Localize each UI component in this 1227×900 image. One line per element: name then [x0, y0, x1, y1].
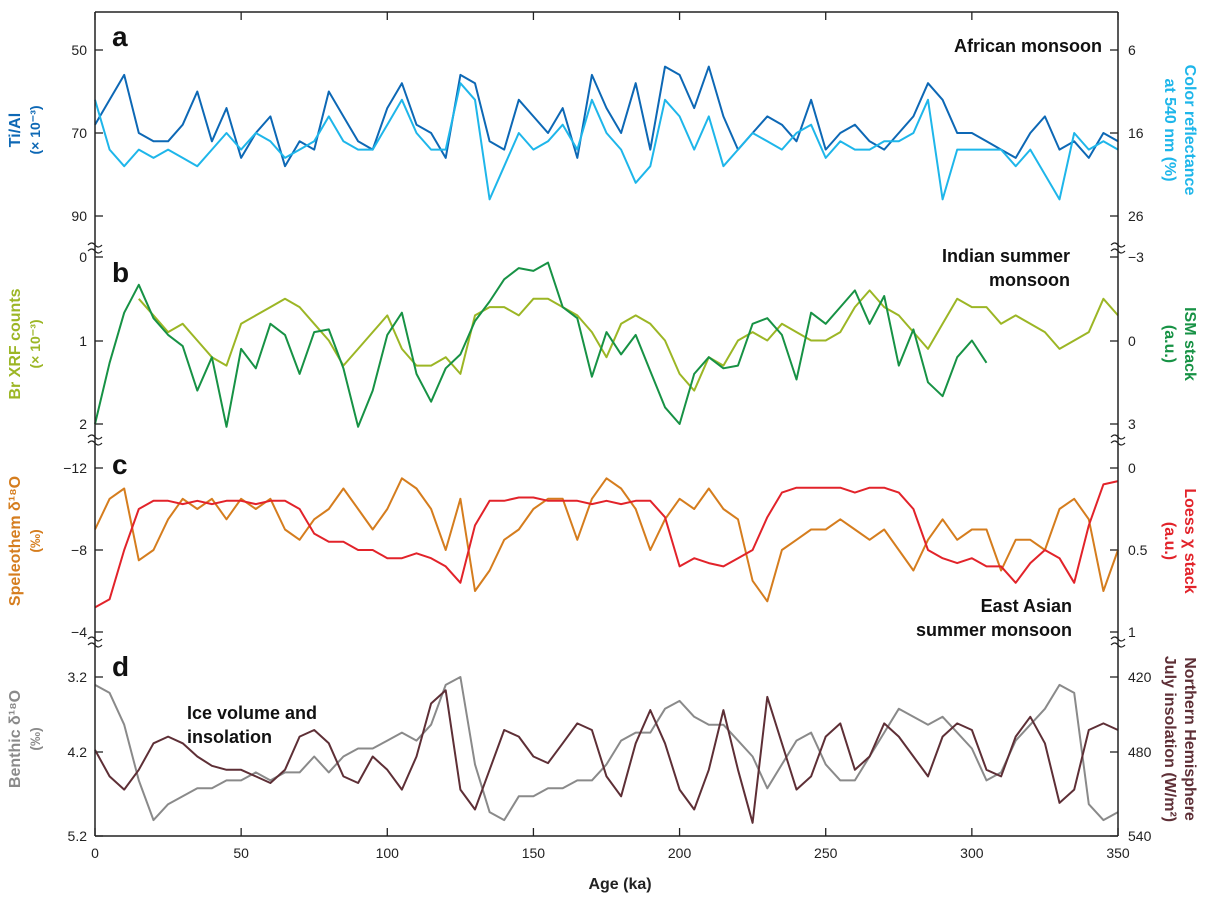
left-axis-label: Benthic δ¹⁸O (‰)	[7, 690, 43, 788]
left-tick-label: −8	[71, 542, 87, 558]
x-tick-label: 100	[376, 845, 400, 861]
series-line-a-1	[94, 82, 1119, 201]
panel-annotation: summer monsoon	[916, 620, 1072, 640]
right-axis-label-line: (a.u.)	[1161, 325, 1178, 363]
panel-c: −12 −8 −4 0 0.5 1 c East Asian summer monsoon Spe…	[7, 449, 1198, 640]
right-axis-label-line: at 540 nm (%)	[1161, 78, 1178, 181]
series-line-b-0	[138, 289, 1119, 392]
right-axis-label-line: (a.u.)	[1161, 522, 1178, 560]
left-tick-label: 5.2	[68, 828, 88, 844]
panel-letter: b	[112, 257, 129, 288]
left-axis-label-line: Ti/Al	[7, 113, 24, 147]
left-tick-label: 1	[79, 333, 87, 349]
x-tick-label: 300	[960, 845, 984, 861]
x-tick-label: 250	[814, 845, 838, 861]
series-line-a-0	[94, 65, 1119, 168]
right-tick-label: 6	[1128, 42, 1136, 58]
x-tick-label: 0	[91, 845, 99, 861]
right-axis-label: Loess χ stack(a.u.)	[1161, 488, 1198, 593]
right-tick-label: 540	[1128, 828, 1152, 844]
panel-annotation: insolation	[187, 727, 272, 747]
left-axis-label-line: Speleothem δ¹⁸O	[7, 476, 24, 606]
right-tick-label: 0.5	[1128, 542, 1148, 558]
left-tick-label: 3.2	[68, 669, 88, 685]
left-tick-label: −4	[71, 624, 87, 640]
panel-letter: a	[112, 21, 128, 52]
left-axis-label-line: (× 10⁻³)	[27, 105, 43, 154]
series-line-c-1	[94, 480, 1119, 609]
left-axis-label-line: Br XRF counts	[7, 288, 24, 399]
right-axis-label-line: July insolation (W/m²)	[1161, 656, 1178, 822]
right-tick-label: 1	[1128, 624, 1136, 640]
right-axis-label-line: Color reflectance	[1181, 65, 1198, 196]
right-axis-label-line: Loess χ stack	[1181, 488, 1198, 593]
x-tick-label: 50	[233, 845, 249, 861]
left-tick-label: 0	[79, 249, 87, 265]
left-tick-label: 90	[71, 208, 87, 224]
x-tick-label: 150	[522, 845, 546, 861]
x-tick-label: 350	[1106, 845, 1130, 861]
panel-letter: c	[112, 449, 128, 480]
right-tick-label: 3	[1128, 416, 1136, 432]
right-tick-label: 0	[1128, 460, 1136, 476]
right-axis-label: ISM stack(a.u.)	[1161, 307, 1198, 381]
x-tick-label: 200	[668, 845, 692, 861]
series-line-c-0	[94, 477, 1119, 603]
left-axis-label-line: (‰)	[27, 529, 43, 552]
panel-d: 3.2 4.2 5.2 420 480 540 d Ice volume and insolat…	[7, 651, 1198, 844]
left-axis-label: Br XRF counts (× 10⁻³)	[7, 288, 43, 399]
series-line-d-0	[94, 676, 1119, 822]
panel-a: 50 70 90 6 16 26 a African monsoon Ti/Al (× 10⁻³)…	[7, 21, 1198, 224]
right-tick-label: 0	[1128, 333, 1136, 349]
panel-b: 0 1 2 −3 0 3 b Indian summer monsoon Br XRF count…	[7, 246, 1198, 432]
right-tick-label: −3	[1128, 249, 1144, 265]
panel-annotation: Indian summer	[942, 246, 1070, 266]
panel-annotation: East Asian	[981, 596, 1072, 616]
panel-letter: d	[112, 651, 129, 682]
panel-annotation: African monsoon	[954, 36, 1102, 56]
left-axis-label-line: Benthic δ¹⁸O	[7, 690, 24, 788]
right-axis-label-line: Northern Hemisphere	[1181, 657, 1198, 821]
right-tick-label: 26	[1128, 208, 1144, 224]
x-axis-label: Age (ka)	[588, 876, 651, 893]
left-tick-label: 4.2	[68, 744, 88, 760]
left-tick-label: 50	[71, 42, 87, 58]
left-axis-label: Ti/Al (× 10⁻³)	[7, 105, 43, 154]
right-tick-label: 480	[1128, 744, 1152, 760]
series-line-b-1	[94, 261, 988, 428]
right-tick-label: 16	[1128, 125, 1144, 141]
right-axis-label-line: ISM stack	[1181, 307, 1198, 381]
left-tick-label: 70	[71, 125, 87, 141]
left-axis-label: Speleothem δ¹⁸O (‰)	[7, 476, 43, 606]
panel-annotation: monsoon	[989, 270, 1070, 290]
left-axis-label-line: (‰)	[27, 727, 43, 750]
panel-annotation: Ice volume and	[187, 703, 317, 723]
right-tick-label: 420	[1128, 669, 1152, 685]
left-axis-label-line: (× 10⁻³)	[27, 319, 43, 368]
left-tick-label: 2	[79, 416, 87, 432]
left-tick-label: −12	[63, 460, 87, 476]
series-line-d-1	[94, 689, 1119, 824]
